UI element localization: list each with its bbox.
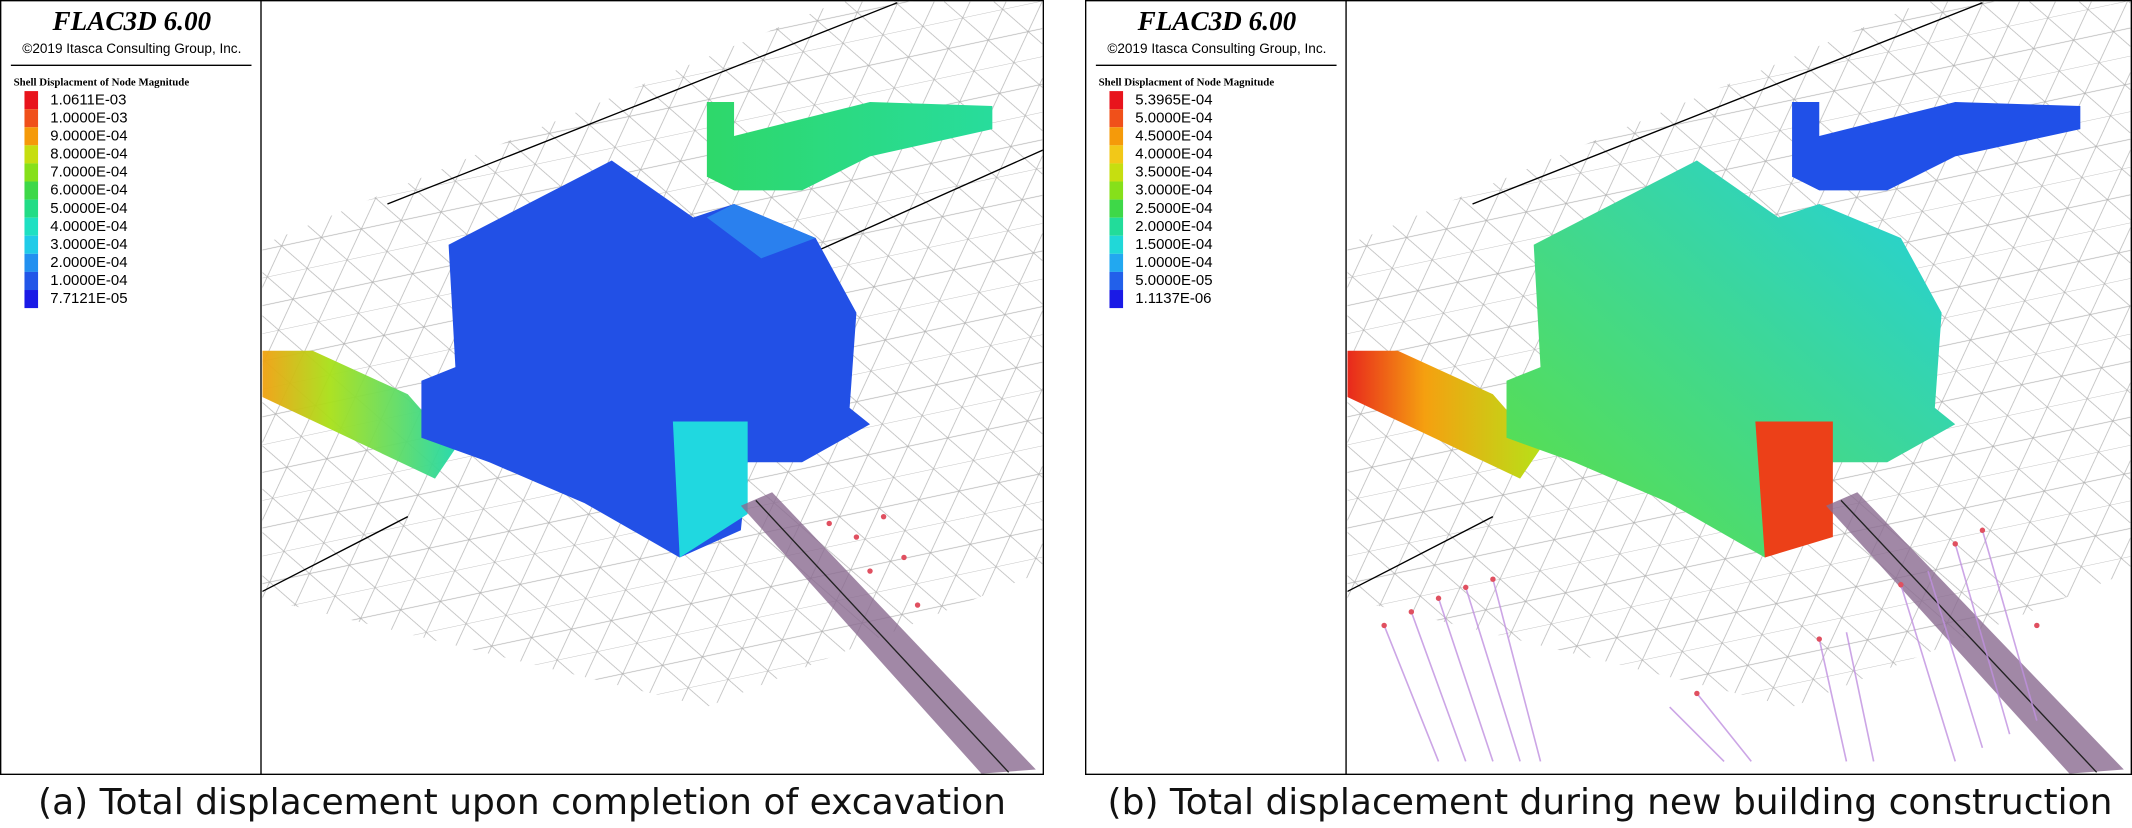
legend-label: 4.5000E-04 [1135,127,1212,144]
legend-label: 4.0000E-04 [50,218,127,235]
legend: 5.3965E-045.0000E-044.5000E-04 4.0000E-04… [1109,91,1213,309]
legend-label: 8.0000E-04 [50,146,127,163]
software-title: FLAC3D 6.00 [52,6,212,36]
legend-swatch [24,235,39,254]
legend-label: 5.0000E-04 [1135,109,1212,126]
legend-label: 7.0000E-04 [50,164,127,181]
legend-label: 7.7121E-05 [50,290,127,307]
legend-label: 1.0000E-03 [50,109,127,126]
legend-swatch [1109,127,1124,146]
legend-label: 2.5000E-04 [1135,200,1212,217]
legend-swatch [1109,199,1124,218]
legend-label: 1.1137E-06 [1135,290,1211,307]
legend-swatch [1109,217,1124,236]
legend-label: 5.0000E-05 [1135,272,1212,289]
panel-b: FLAC3D 6.00 ©2019 Itasca Consulting Grou… [1085,0,2132,775]
legend-swatch [1109,163,1124,182]
legend-swatch [1109,235,1124,254]
legend-label: 1.5000E-04 [1135,236,1212,253]
legend-swatch [1109,181,1124,200]
legend-label: 9.0000E-04 [50,127,127,144]
legend-swatch [1109,91,1124,110]
caption: (a) Total displacement upon completion o… [38,782,1006,823]
panel-a: FLAC3D 6.00 ©2019 Itasca Consulting Grou… [0,0,1044,775]
legend-swatch [1109,271,1124,291]
model-view [1347,1,2131,774]
legend-swatch [24,163,39,182]
copyright: ©2019 Itasca Consulting Group, Inc. [22,41,241,56]
legend-swatch [24,91,39,110]
legend-swatch [24,290,39,309]
caption: (b) Total displacement during new buildi… [1107,782,2113,823]
legend-swatch [1109,253,1124,272]
legend-label: 6.0000E-04 [50,182,127,199]
legend-label: 1.0000E-04 [1135,254,1212,271]
copyright: ©2019 Itasca Consulting Group, Inc. [1107,41,1326,56]
legend-title: Shell Displacment of Node Magnitude [14,77,190,89]
legend-label: 3.0000E-04 [1135,182,1212,199]
legend-label: 5.3965E-04 [1135,91,1212,108]
legend-label: 2.0000E-04 [50,254,127,271]
legend-swatch [24,145,39,164]
model-view [262,1,1043,774]
legend-swatch [24,271,39,291]
legend-label: 4.0000E-04 [1135,146,1212,163]
legend-swatch [24,217,39,236]
legend-swatch [24,253,39,272]
legend: 1.0611E-031.0000E-039.0000E-04 8.0000E-04… [24,91,128,309]
legend-label: 2.0000E-04 [1135,218,1212,235]
legend-swatch [24,181,39,200]
legend-label: 1.0611E-03 [50,91,126,108]
legend-label: 1.0000E-04 [50,272,127,289]
legend-swatch [24,199,39,218]
legend-label: 5.0000E-04 [50,200,127,217]
legend-swatch [1109,290,1124,309]
software-title: FLAC3D 6.00 [1137,6,1297,36]
legend-swatch [24,127,39,146]
legend-swatch [1109,109,1124,128]
legend-swatch [24,109,39,128]
legend-label: 3.0000E-04 [50,236,127,253]
legend-title: Shell Displacment of Node Magnitude [1099,77,1275,89]
legend-label: 3.5000E-04 [1135,164,1212,181]
legend-swatch [1109,145,1124,164]
